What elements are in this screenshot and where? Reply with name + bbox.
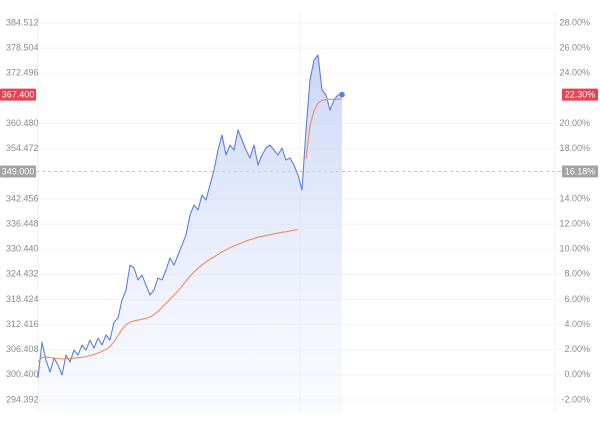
y-tick-label: 324.432: [6, 269, 39, 279]
y2-tick-label: 24.00%: [559, 68, 590, 78]
prev-close-tag: 349.000: [2, 166, 35, 176]
prev-change-tag-bg: [562, 165, 598, 178]
y-tick-label: 312.416: [6, 319, 39, 329]
y2-tick-label: 10.00%: [559, 244, 590, 254]
y2-tick-label: 4.00%: [564, 319, 590, 329]
y-tick-label: 384.512: [6, 17, 39, 27]
y-tick-label: 306.408: [6, 344, 39, 354]
y2-tick-label: 8.00%: [564, 269, 590, 279]
y-tick-label: 342.456: [6, 193, 39, 203]
current-price-tag: 367.400: [2, 89, 35, 99]
current-change-tag-bg: [562, 88, 598, 101]
y2-tick-label: 2.00%: [564, 344, 590, 354]
last-point: [339, 91, 345, 98]
y2-tick-label: 14.00%: [559, 193, 590, 203]
price-line: [37, 54, 343, 379]
y-tick-label: 294.392: [6, 394, 39, 404]
y-tick-label: 318.424: [6, 294, 39, 304]
y2-tick-label: 0.00%: [564, 369, 590, 379]
price-area: [38, 55, 342, 412]
prev-close-tag-bg: [0, 165, 36, 178]
y2-tick-label: 6.00%: [564, 294, 590, 304]
y-tick-label: 354.472: [6, 143, 39, 153]
prev-change-tag: 16.18%: [565, 166, 596, 176]
y-tick-label: 378.504: [6, 43, 39, 53]
y2-tick-label: 12.00%: [559, 218, 590, 228]
y-tick-label: 330.440: [6, 244, 39, 254]
y2-tick-label: 26.00%: [559, 43, 590, 53]
average-line: [37, 98, 343, 363]
axis-labels: 384.512 378.504 372.496 360.480 354.472 342.4…: [0, 17, 598, 404]
y-tick-label: 300.400: [6, 369, 39, 379]
current-change-tag: 22.30%: [565, 90, 596, 100]
y-tick-label: 336.448: [6, 218, 39, 228]
y2-tick-label: -2.00%: [561, 394, 590, 404]
y-tick-label: 360.480: [6, 118, 39, 128]
y2-tick-label: 18.00%: [559, 143, 590, 153]
y2-tick-label: 28.00%: [559, 17, 590, 27]
plot: [0, 54, 600, 412]
y2-tick-label: 20.00%: [559, 118, 590, 128]
y-tick-label: 372.496: [6, 68, 39, 78]
current-price-tag-bg: [0, 88, 36, 101]
